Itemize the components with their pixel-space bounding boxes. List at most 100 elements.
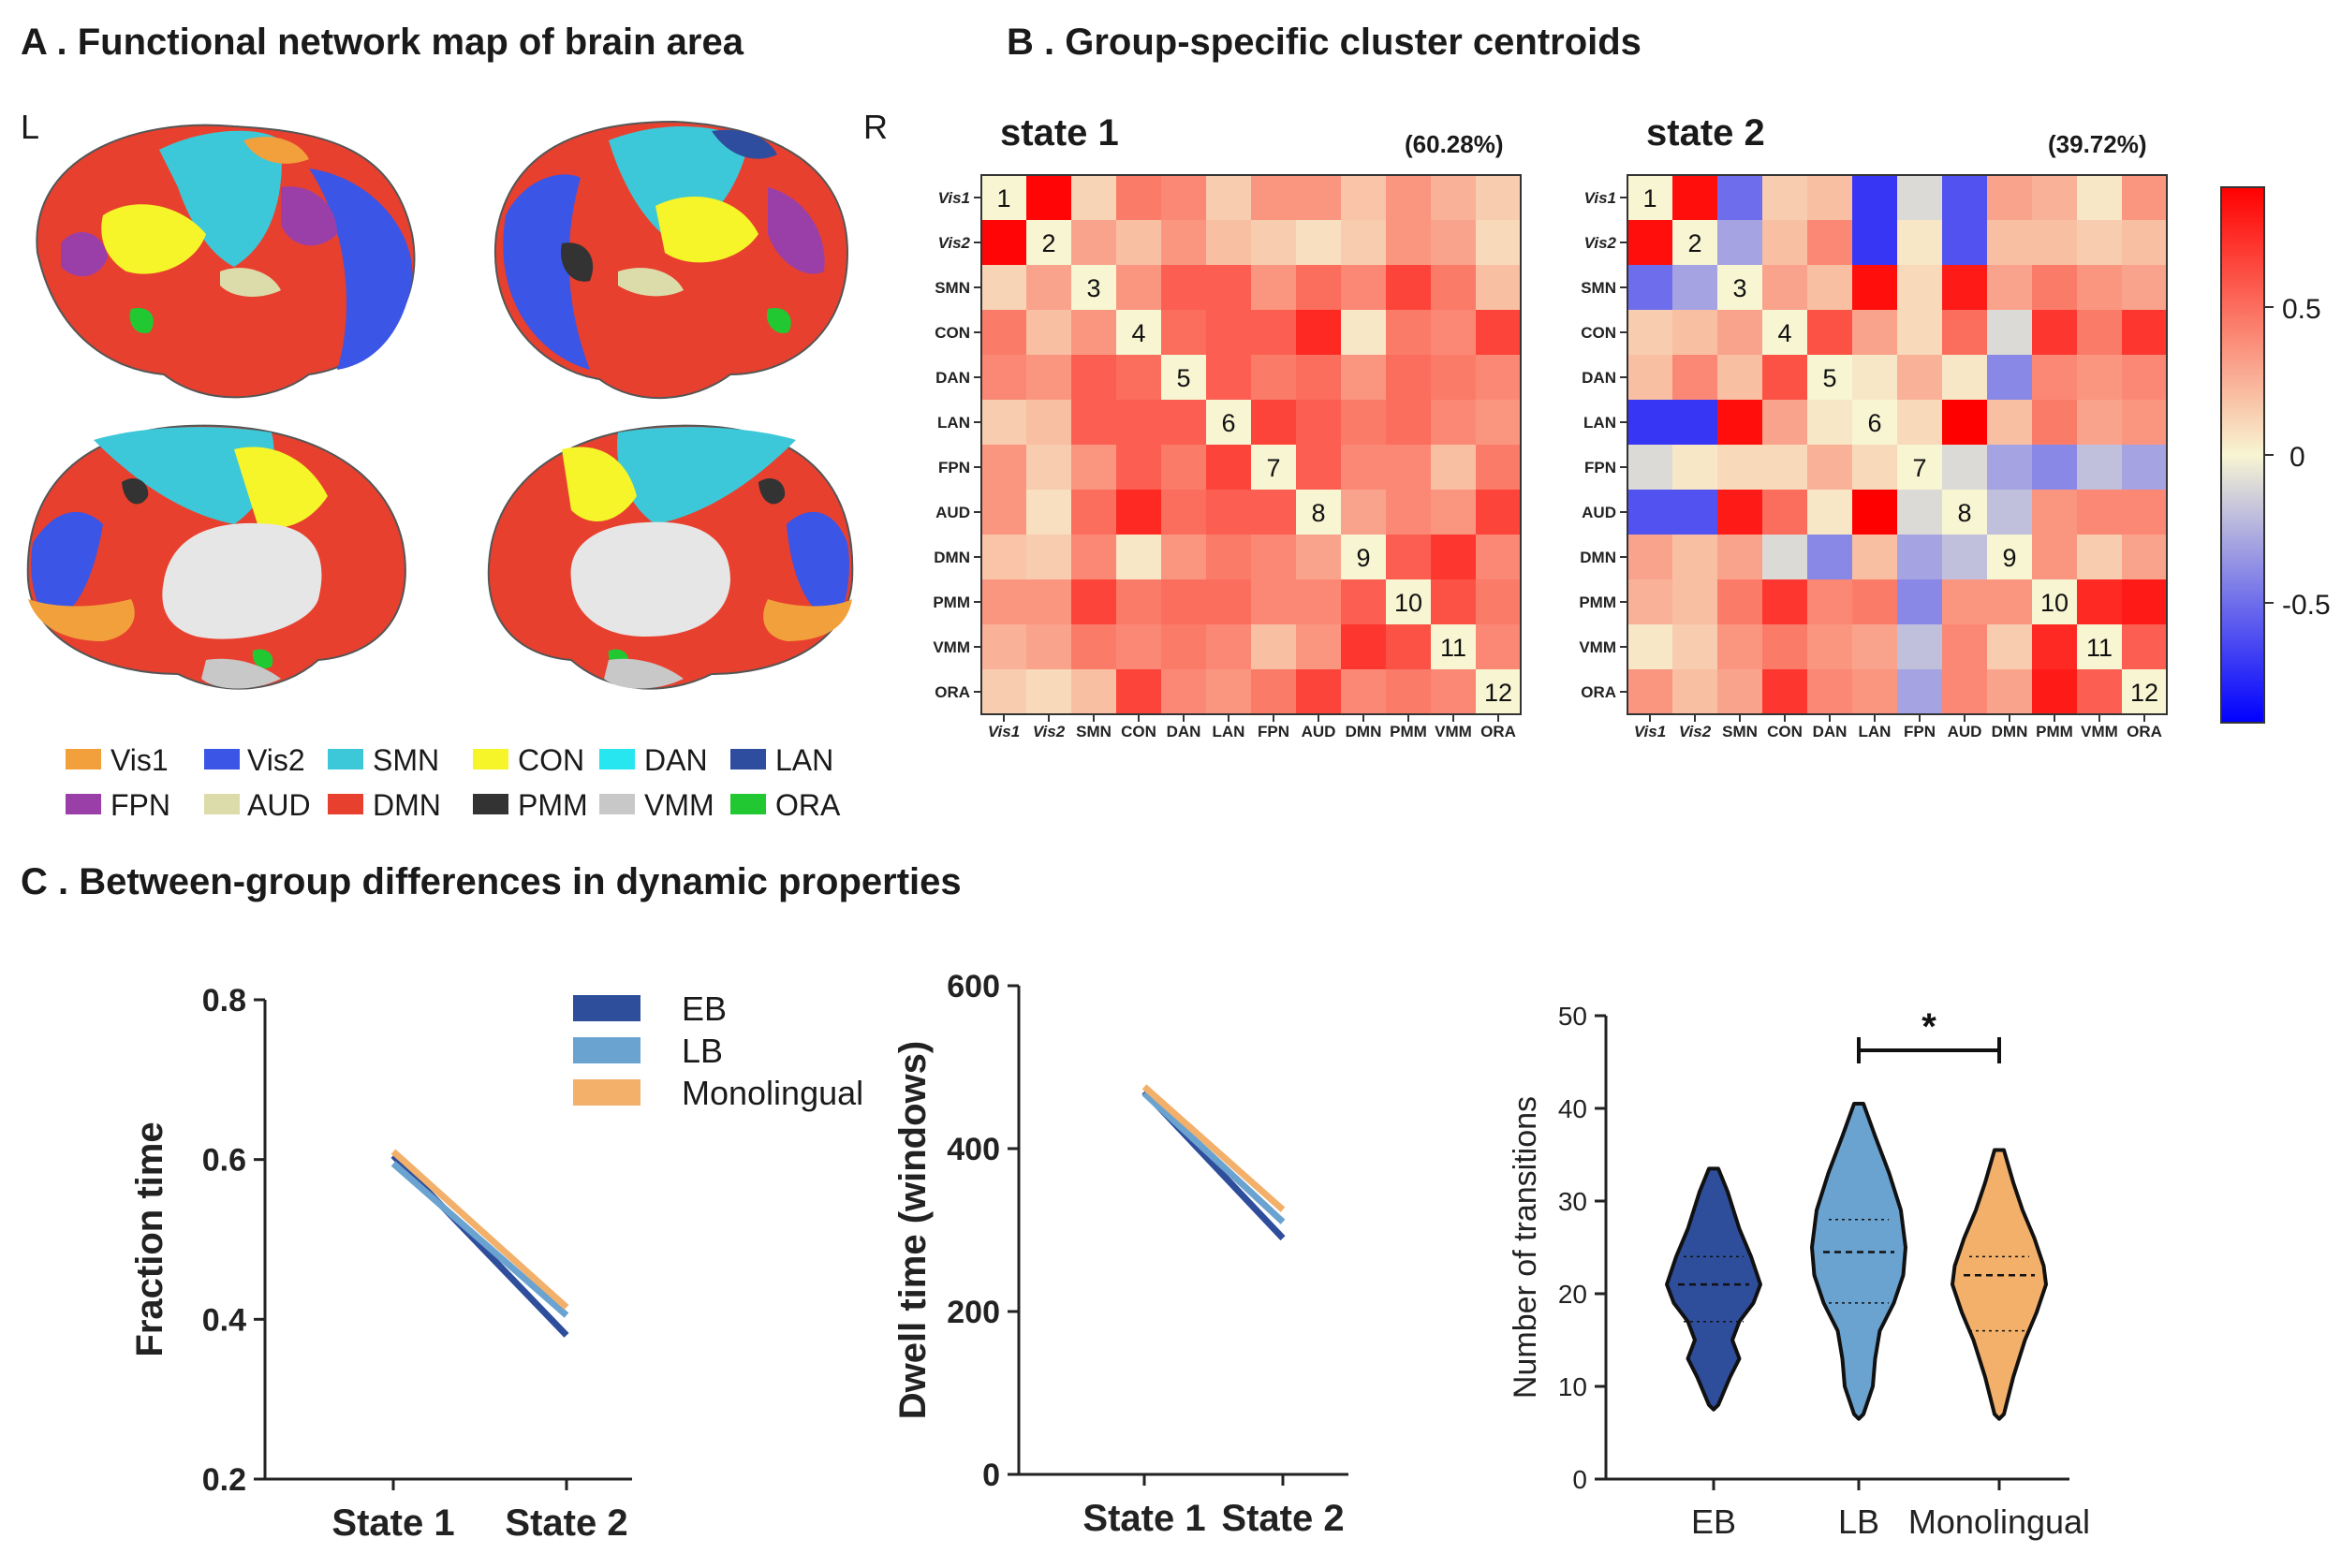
heatmap-cell-state2-11-4 (1807, 669, 1852, 714)
heatmap-cell-state2-10-2 (1717, 624, 1762, 669)
heatmap-cell-state2-1-6 (1897, 220, 1942, 265)
heatmap-cell-state2-6-4 (1807, 445, 1852, 490)
heatmap-cell-state1-5-4 (1161, 400, 1206, 445)
heatmap-cell-state1-6-1 (1026, 445, 1071, 490)
heatmap-cell-state1-8-0 (981, 535, 1026, 579)
heatmap-cell-state1-0-8 (1341, 175, 1386, 220)
brain-left-lateral (36, 124, 416, 399)
heatmap-cell-state1-3-5 (1206, 310, 1251, 355)
heatmap-cell-state1-5-3 (1116, 400, 1161, 445)
heatmap-cell-state2-2-7 (1942, 265, 1987, 310)
dwell-time-chart: 0 200 400 600 State 1 State 2 Dwell time (wind… (892, 969, 1348, 1539)
legend-label-aud: AUD (247, 788, 311, 822)
heatmap-cell-state2-5-1 (1672, 400, 1717, 445)
heatmap-col-label: AUD (1948, 723, 1982, 740)
heatmap-cell-state1-2-5 (1206, 265, 1251, 310)
heatmap-cell-state2-7-6 (1897, 490, 1942, 535)
violin-lb (1810, 1102, 1907, 1421)
heatmap-cell-state2-7-5 (1852, 490, 1897, 535)
x-tick-label: State 2 (505, 1502, 627, 1544)
heatmap-cell-state2-7-4 (1807, 490, 1852, 535)
heatmap-diag-number: 6 (1221, 409, 1235, 437)
heatmap-cell-state1-7-8 (1341, 490, 1386, 535)
heatmap-cell-state2-4-4 (1807, 355, 1852, 400)
y-tick-label: 50 (1558, 1002, 1587, 1031)
heatmap-cell-state1-10-11 (1476, 624, 1521, 669)
heatmap-cell-state1-1-3 (1116, 220, 1161, 265)
heatmap-cell-state1-1-5 (1206, 220, 1251, 265)
heatmap-cell-state2-2-8 (1987, 265, 2032, 310)
heatmap-cell-state2-6-7 (1942, 445, 1987, 490)
heatmap-cell-state2-0-6 (1897, 175, 1942, 220)
legend-swatch-smn (328, 749, 363, 769)
heatmap-cell-state2-8-10 (2077, 535, 2122, 579)
heatmap-cell-state2-8-6 (1897, 535, 1942, 579)
heatmap-cell-state1-0-3 (1116, 175, 1161, 220)
significance-star: * (1921, 1006, 1936, 1048)
heatmap-cell-state2-6-9 (2032, 445, 2077, 490)
heatmap-cell-state2-5-9 (2032, 400, 2077, 445)
heatmap-cell-state2-4-9 (2032, 355, 2077, 400)
heatmap-cell-state2-6-10 (2077, 445, 2122, 490)
heatmap-row-label: ORA (1581, 683, 1616, 701)
heatmap-row-label: AUD (935, 504, 970, 521)
heatmap-cell-state2-2-1 (1672, 265, 1717, 310)
heatmap-cell-state2-5-6 (1897, 400, 1942, 445)
heatmap-cell-state1-2-3 (1116, 265, 1161, 310)
legend-swatch-vmm (599, 794, 635, 814)
heatmap-cell-state1-2-11 (1476, 265, 1521, 310)
heatmap-cell-state2-3-0 (1627, 310, 1672, 355)
heatmap-cell-state2-10-9 (2032, 624, 2077, 669)
heatmap-cell-state2-8-1 (1672, 535, 1717, 579)
y-tick-label: 40 (1558, 1094, 1587, 1123)
heatmap-cell-state1-8-3 (1116, 535, 1161, 579)
heatmap-cell-state2-10-11 (2122, 624, 2167, 669)
legend-swatch-con (473, 749, 508, 769)
heatmap-diag-number: 2 (1687, 229, 1701, 257)
heatmap-row-label: SMN (1581, 279, 1616, 297)
heatmap-cell-state2-6-0 (1627, 445, 1672, 490)
heatmap-cell-state2-0-1 (1672, 175, 1717, 220)
heatmap-cell-state1-6-7 (1296, 445, 1341, 490)
y-tick-label: 0.4 (202, 1302, 246, 1338)
heatmap-cell-state1-9-4 (1161, 579, 1206, 624)
heatmap-cell-state2-4-6 (1897, 355, 1942, 400)
heatmap-cell-state2-10-7 (1942, 624, 1987, 669)
heatmap-cell-state2-9-8 (1987, 579, 2032, 624)
legend-swatch-fpn (66, 794, 101, 814)
heatmap-cell-state2-8-8 (1987, 535, 2032, 579)
heatmap-cell-state1-5-5 (1206, 400, 1251, 445)
heatmap-cell-state2-1-3 (1762, 220, 1807, 265)
heatmap-cell-state1-0-0 (981, 175, 1026, 220)
heatmap-cell-state2-9-9 (2032, 579, 2077, 624)
line-legend-label-mono: Monolingual (682, 1074, 863, 1112)
heatmap-cell-state2-2-10 (2077, 265, 2122, 310)
heatmap-cell-state2-0-3 (1762, 175, 1807, 220)
heatmap-row-label: DMN (934, 549, 970, 566)
heatmap-cell-state2-0-9 (2032, 175, 2077, 220)
heatmap-cell-state2-7-0 (1627, 490, 1672, 535)
heatmap-row-label: DMN (1580, 549, 1616, 566)
heatmap-cell-state2-1-10 (2077, 220, 2122, 265)
heatmap-cell-state2-6-5 (1852, 445, 1897, 490)
heatmap-cell-state2-10-8 (1987, 624, 2032, 669)
heatmap-cell-state1-1-4 (1161, 220, 1206, 265)
heatmap-cell-state2-10-1 (1672, 624, 1717, 669)
heatmap-cell-state2-9-2 (1717, 579, 1762, 624)
heatmap-col-label: AUD (1302, 723, 1336, 740)
heatmap-cell-state2-1-2 (1717, 220, 1762, 265)
heatmap-cell-state2-4-11 (2122, 355, 2167, 400)
heatmap-cell-state1-6-10 (1431, 445, 1476, 490)
heatmap-cell-state2-2-0 (1627, 265, 1672, 310)
heatmap-cell-state2-11-5 (1852, 669, 1897, 714)
heatmap-cell-state2-3-11 (2122, 310, 2167, 355)
heatmap-cell-state2-5-2 (1717, 400, 1762, 445)
heatmap-cell-state1-10-2 (1071, 624, 1116, 669)
heatmap-cell-state1-10-4 (1161, 624, 1206, 669)
heatmap-diag-number: 7 (1266, 454, 1280, 482)
heatmap-cell-state1-1-0 (981, 220, 1026, 265)
heatmap-cell-state1-8-1 (1026, 535, 1071, 579)
heatmap-col-label: VMM (2081, 723, 2118, 740)
heatmap-cell-state1-3-7 (1296, 310, 1341, 355)
heatmap-cell-state2-6-2 (1717, 445, 1762, 490)
